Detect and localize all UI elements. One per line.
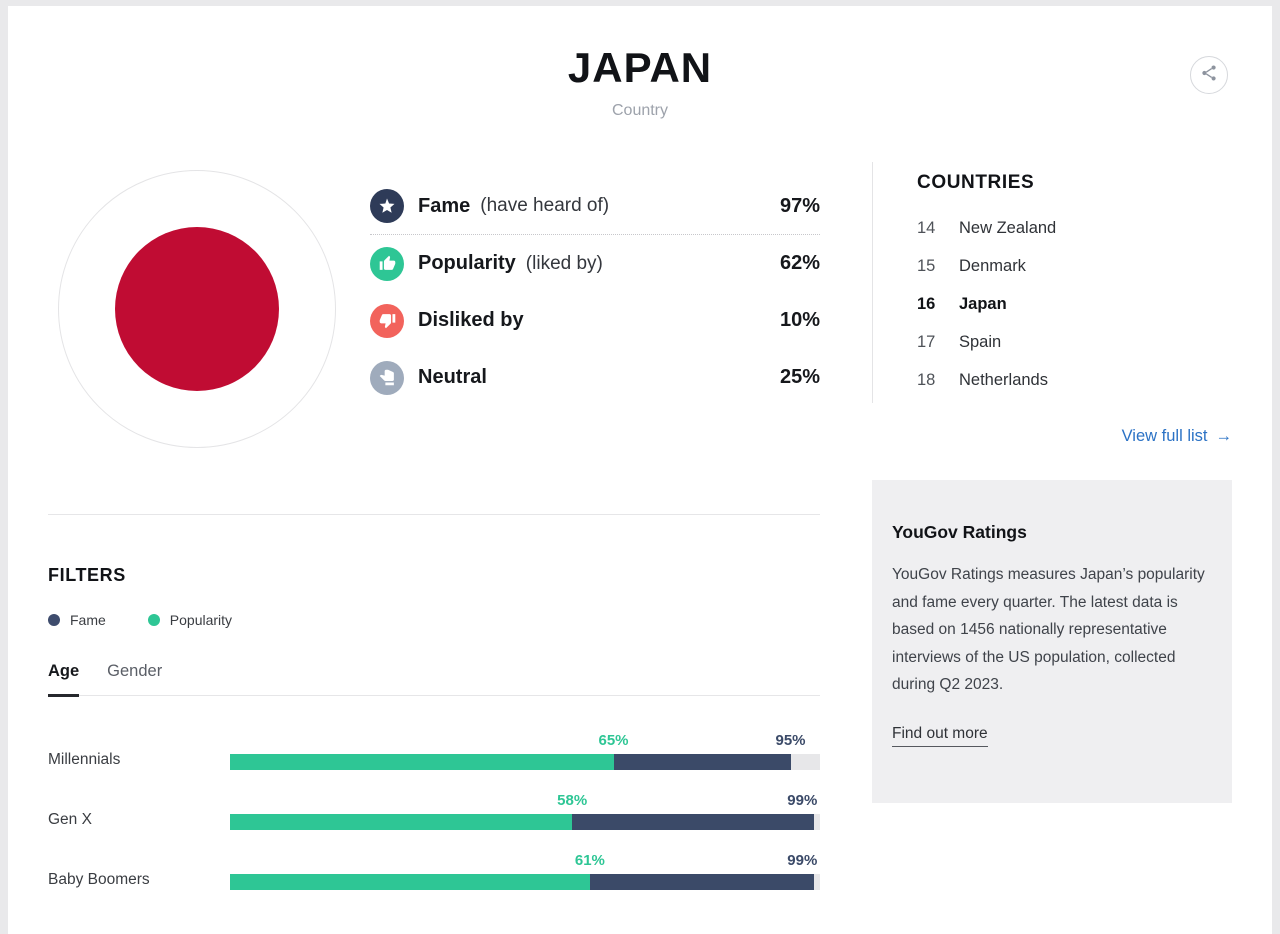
popularity-bar (230, 754, 614, 770)
entity-summary: Fame (have heard of) 97% Popularity (lik… (48, 162, 820, 448)
popularity-bar (230, 814, 573, 830)
chart-row: Millennials 65% 95% (48, 730, 820, 770)
country-rank: 16 (917, 294, 936, 313)
popularity-value-label: 61% (574, 852, 605, 869)
stat-value: 25% (779, 366, 820, 388)
page-card: JAPAN Country (8, 6, 1272, 934)
country-row[interactable]: 18 Netherlands (917, 361, 1232, 399)
view-full-list-link[interactable]: View full list → (872, 427, 1232, 446)
chart-row: Gen X 58% 99% (48, 790, 820, 830)
chart-category-label: Millennials (48, 751, 121, 768)
right-column: COUNTRIES 14 New Zealand 15 Denmark 16 J… (872, 162, 1232, 890)
chart-track: 61% 99% (230, 852, 820, 890)
chart-category-label: Gen X (48, 811, 92, 828)
thumb-down-icon (370, 303, 404, 338)
country-name: Spain (959, 332, 1002, 351)
countries-heading: COUNTRIES (917, 172, 1035, 193)
chart-category-label: Baby Boomers (48, 871, 150, 888)
stat-row-fame: Fame (have heard of) 97% (370, 178, 820, 235)
country-list: 14 New Zealand 15 Denmark 16 Japan 17 Sp… (917, 209, 1232, 399)
chart-row: Baby Boomers 61% 99% (48, 850, 820, 890)
country-row[interactable]: 17 Spain (917, 323, 1232, 361)
thumb-up-icon (370, 246, 404, 281)
fame-bar (589, 874, 815, 890)
fame-bar (613, 754, 791, 770)
country-row[interactable]: 14 New Zealand (917, 209, 1232, 247)
popularity-value-label: 58% (557, 792, 588, 809)
age-bar-chart: Millennials 65% 95% Gen X 58% 99% (48, 730, 820, 890)
thumb-side-icon (370, 360, 404, 395)
chart-legend: Fame Popularity (48, 612, 820, 628)
find-out-more-link[interactable]: Find out more (892, 725, 988, 747)
stat-label: Popularity (418, 252, 516, 274)
country-rank: 18 (917, 370, 936, 389)
country-row[interactable]: 15 Denmark (917, 247, 1232, 285)
popularity-bar (230, 874, 590, 890)
stat-qualifier: (liked by) (525, 252, 603, 274)
section-divider (48, 514, 820, 515)
fame-value-label: 99% (787, 792, 818, 809)
country-name: Denmark (959, 256, 1026, 275)
left-column: Fame (have heard of) 97% Popularity (lik… (48, 162, 872, 890)
stat-label: Disliked by (418, 309, 524, 331)
share-button[interactable] (1190, 56, 1228, 94)
yougov-ratings-info-box: YouGov Ratings YouGov Ratings measures J… (872, 480, 1232, 803)
page-title: JAPAN (567, 44, 713, 91)
stat-row-popularity: Popularity (liked by) 62% (370, 235, 820, 292)
stat-label: Fame (418, 194, 471, 217)
country-name: Netherlands (959, 370, 1048, 389)
page-subtitle: Country (611, 102, 669, 119)
country-name: New Zealand (959, 218, 1057, 237)
header: JAPAN Country (48, 44, 1232, 120)
fame-bar (572, 814, 815, 830)
country-row[interactable]: 16 Japan (917, 285, 1232, 323)
share-icon (1199, 63, 1219, 88)
tab-age[interactable]: Age (48, 662, 80, 697)
tab-gender[interactable]: Gender (107, 662, 163, 680)
japan-flag-image (58, 170, 336, 448)
stat-value: 10% (779, 309, 820, 331)
popularity-legend-dot-icon (147, 614, 160, 626)
stat-qualifier: (have heard of) (480, 195, 610, 216)
country-rank: 17 (917, 332, 936, 351)
stat-row-disliked: Disliked by 10% (370, 292, 820, 349)
stats-panel: Fame (have heard of) 97% Popularity (lik… (370, 178, 820, 448)
filters-heading: FILTERS (48, 565, 126, 585)
chart-track: 58% 99% (230, 792, 820, 830)
country-rank: 14 (917, 218, 936, 237)
legend-item-fame[interactable]: Fame (48, 612, 106, 628)
legend-label: Fame (70, 612, 106, 628)
legend-item-popularity[interactable]: Popularity (147, 612, 233, 628)
country-rank: 15 (917, 256, 936, 275)
country-name: Japan (959, 294, 1007, 313)
fame-legend-dot-icon (48, 614, 60, 626)
main-content: Fame (have heard of) 97% Popularity (lik… (48, 162, 1232, 890)
stat-value: 97% (779, 194, 820, 217)
fame-value-label: 95% (775, 732, 806, 749)
entity-image-wrap (48, 162, 370, 448)
filter-tabs: Age Gender (48, 662, 820, 697)
countries-panel: COUNTRIES 14 New Zealand 15 Denmark 16 J… (872, 162, 1232, 403)
info-box-body: YouGov Ratings measures Japan’s populari… (892, 566, 1205, 693)
view-full-list-label: View full list (1121, 427, 1208, 445)
chart-track: 65% 95% (230, 732, 820, 770)
japan-flag-red-disc (115, 227, 279, 391)
arrow-right-icon: → (1215, 427, 1233, 445)
popularity-value-label: 65% (598, 732, 629, 749)
legend-label: Popularity (169, 612, 233, 628)
star-icon (370, 189, 404, 223)
fame-value-label: 99% (787, 852, 818, 869)
stat-value: 62% (779, 252, 820, 274)
info-box-title: YouGov Ratings (892, 522, 1027, 542)
stat-row-neutral: Neutral 25% (370, 349, 820, 406)
stat-label: Neutral (418, 366, 487, 388)
